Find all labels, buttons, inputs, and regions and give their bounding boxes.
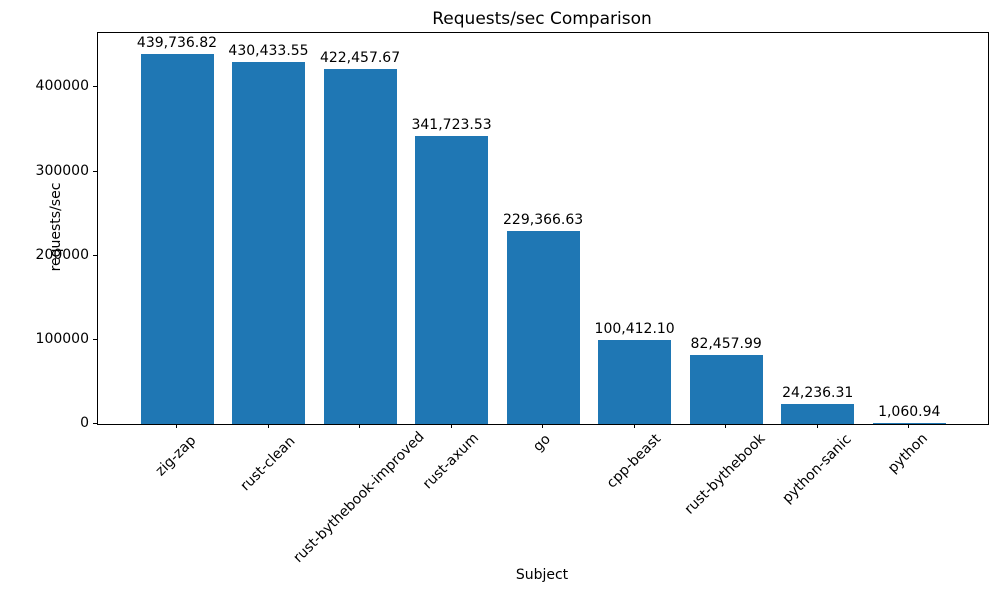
bar	[781, 404, 855, 424]
chart-title: Requests/sec Comparison	[432, 9, 652, 29]
x-tick-mark	[176, 424, 177, 428]
x-tick-label: zig-zap	[152, 432, 200, 480]
y-tick-label: 300000	[35, 162, 89, 179]
y-tick-mark	[93, 423, 97, 424]
bar-value-label: 100,412.10	[594, 321, 675, 337]
x-tick-mark	[633, 424, 635, 428]
x-tick-mark	[816, 424, 818, 428]
bar-value-label: 422,457.67	[319, 50, 401, 66]
bar	[506, 231, 580, 424]
x-axis-label: Subject	[515, 567, 569, 583]
bar	[323, 69, 397, 424]
x-tick-mark	[725, 424, 727, 428]
y-tick-label: 0	[80, 415, 89, 431]
bar	[232, 62, 306, 424]
bar-value-label: 82,457.99	[690, 336, 762, 352]
bar	[415, 136, 489, 424]
y-tick-label: 100000	[35, 330, 89, 347]
x-tick-label: go	[530, 431, 554, 455]
bar	[689, 355, 763, 424]
bar-value-label: 341,723.53	[411, 117, 492, 133]
bar-value-label: 430,433.55	[228, 43, 309, 59]
bar-value-label: 439,736.82	[136, 35, 218, 51]
bar	[598, 340, 672, 424]
bar	[872, 423, 946, 424]
bar-value-label: 24,236.31	[782, 385, 854, 401]
y-tick-mark	[93, 170, 97, 172]
x-tick-label: cpp-beast	[603, 431, 664, 492]
bar	[140, 54, 214, 424]
x-tick-mark	[359, 424, 361, 428]
y-tick-label: 200000	[35, 246, 89, 263]
plot-area: 439,736.82 430,433.55 422,457.67 341,723.53…	[97, 32, 989, 425]
x-tick-mark	[542, 424, 544, 428]
y-tick-mark	[93, 86, 97, 88]
y-tick-mark	[93, 338, 97, 340]
x-tick-label: python-sanic	[779, 431, 855, 507]
x-tick-label: rust-axum	[419, 430, 482, 493]
x-tick-mark	[267, 424, 269, 428]
y-tick-mark	[93, 254, 97, 256]
x-tick-mark	[450, 424, 452, 428]
bar-value-label: 1,060.94	[878, 404, 941, 420]
bar-value-label: 229,366.63	[503, 212, 584, 228]
x-tick-label: python	[885, 430, 932, 477]
x-tick-mark	[908, 424, 910, 428]
y-tick-label: 400000	[35, 78, 89, 95]
x-tick-label: rust-bythebook	[681, 430, 769, 518]
x-tick-label: rust-clean	[237, 433, 298, 495]
x-tick-label: rust-bythebook-improved	[290, 428, 428, 566]
